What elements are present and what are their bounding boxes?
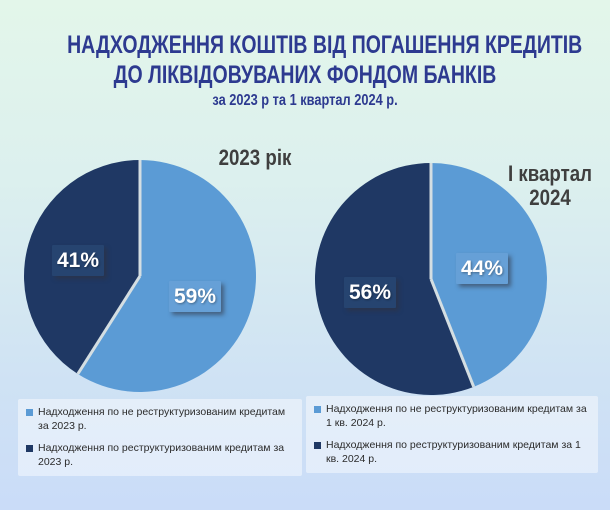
main-title-line1: НАДХОДЖЕННЯ КОШТІВ ВІД ПОГАШЕННЯ КРЕДИТІ… xyxy=(67,31,583,59)
legend-label: Надходження по реструктуризованим кредит… xyxy=(38,442,285,468)
legend-item: Надходження по реструктуризованим кредит… xyxy=(26,442,296,469)
pie-slice xyxy=(77,160,256,392)
legend-item: Надходження по не реструктуризованим кре… xyxy=(314,403,592,430)
legend-q1-2024: Надходження по не реструктуризованим кре… xyxy=(306,396,598,473)
legend-2023: Надходження по не реструктуризованим кре… xyxy=(18,399,302,476)
chart-title-q1-2024: І квартал 2024 xyxy=(507,161,593,210)
legend-swatch-dark-navy-icon xyxy=(314,442,321,450)
data-label-2024-nonrestructured: 44% xyxy=(456,253,508,284)
legend-swatch-dark-navy-icon xyxy=(26,445,33,453)
legend-swatch-light-blue-icon xyxy=(314,406,321,413)
legend-item: Надходження по не реструктуризованим кре… xyxy=(26,406,296,433)
legend-label: Надходження по не реструктуризованим кре… xyxy=(326,403,587,429)
pie-chart-2023 xyxy=(23,160,256,392)
data-label-2023-restructured: 41% xyxy=(52,245,104,276)
legend-label: Надходження по не реструктуризованим кре… xyxy=(38,406,286,432)
chart-title-2023: 2023 рік xyxy=(218,145,292,170)
data-label-2024-restructured: 56% xyxy=(344,277,396,308)
main-title: НАДХОДЖЕННЯ КОШТІВ ВІД ПОГАШЕННЯ КРЕДИТІ… xyxy=(0,30,610,110)
main-subtitle: за 2023 р та 1 квартал 2024 р. xyxy=(212,92,398,109)
data-label-2023-nonrestructured: 59% xyxy=(169,281,221,312)
slice-separator xyxy=(76,275,142,375)
main-title-line2: ДО ЛІКВІДОВУВАНИХ ФОНДОМ БАНКІВ xyxy=(113,61,497,89)
legend-item: Надходження по реструктуризованим кредит… xyxy=(314,439,592,466)
legend-swatch-light-blue-icon xyxy=(26,409,33,416)
legend-label: Надходження по реструктуризованим кредит… xyxy=(326,439,581,465)
slice-separator xyxy=(429,278,476,388)
